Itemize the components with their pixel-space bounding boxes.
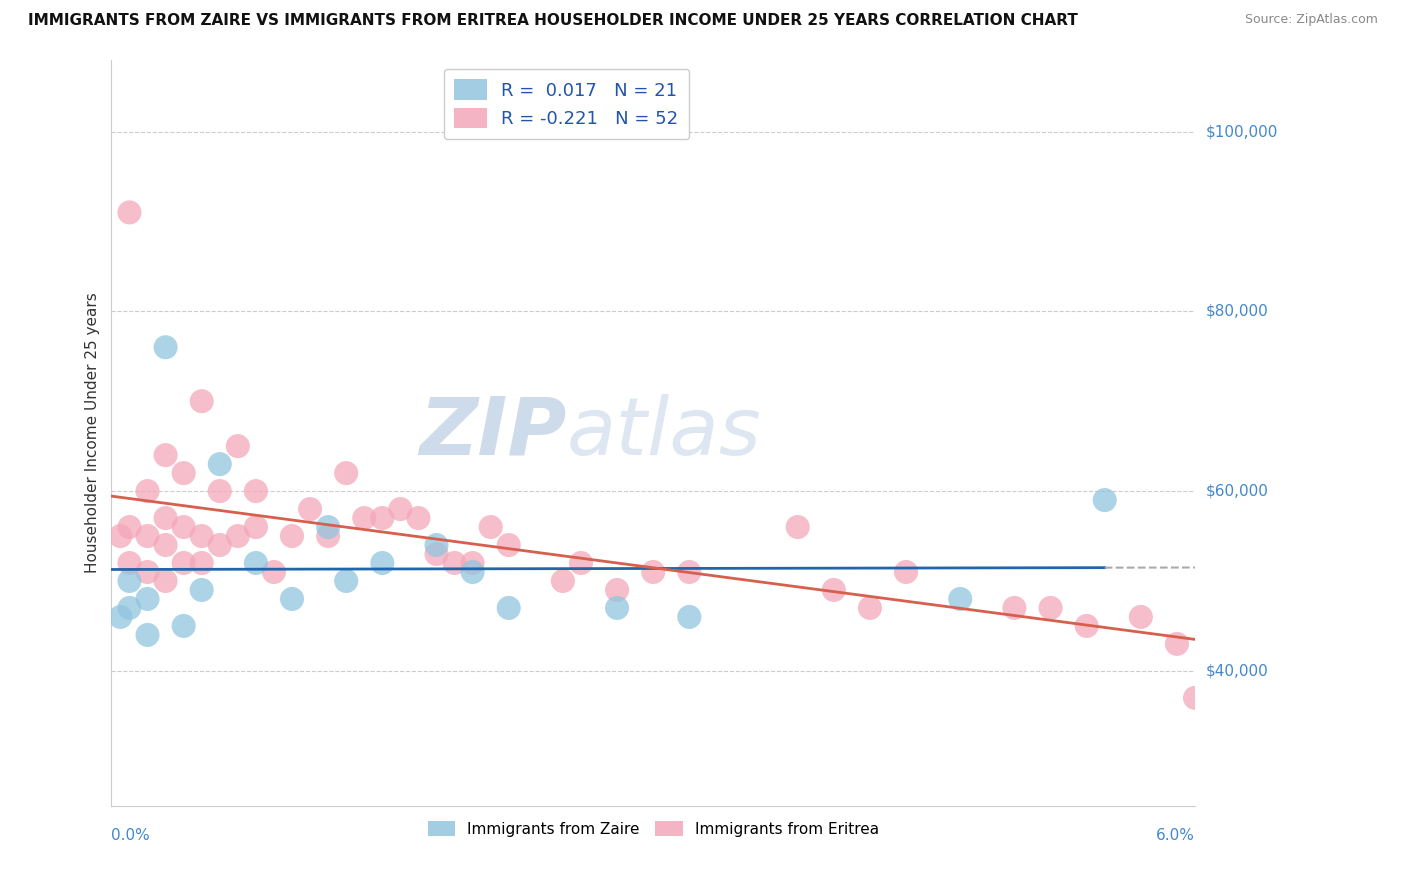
Point [316,520,339,534]
Point [678,610,700,624]
Point [118,520,141,534]
Point [949,591,972,606]
Point [335,574,357,588]
Legend: Immigrants from Zaire, Immigrants from Eritrea: Immigrants from Zaire, Immigrants from E… [422,814,884,843]
Point [190,394,212,409]
Point [281,529,304,543]
Point [1076,619,1098,633]
Text: IMMIGRANTS FROM ZAIRE VS IMMIGRANTS FROM ERITREA HOUSEHOLDER INCOME UNDER 25 YEA: IMMIGRANTS FROM ZAIRE VS IMMIGRANTS FROM… [28,13,1078,29]
Point [606,582,628,597]
Text: atlas: atlas [567,393,761,472]
Point [643,565,665,579]
Text: Source: ZipAtlas.com: Source: ZipAtlas.com [1244,13,1378,27]
Point [208,457,231,471]
Point [208,484,231,499]
Point [1184,690,1206,705]
Point [1166,637,1188,651]
Point [498,601,520,615]
Point [245,520,267,534]
Text: $60,000: $60,000 [1206,483,1270,499]
Point [1004,601,1026,615]
Point [281,591,304,606]
Point [551,574,574,588]
Point [479,520,502,534]
Point [136,591,159,606]
Point [208,538,231,552]
Point [425,547,447,561]
Y-axis label: Householder Income Under 25 years: Householder Income Under 25 years [86,293,100,573]
Point [173,520,195,534]
Point [136,628,159,642]
Text: 0.0%: 0.0% [111,828,150,843]
Point [245,484,267,499]
Point [569,556,592,570]
Point [155,340,177,354]
Point [1039,601,1062,615]
Point [155,574,177,588]
Point [461,565,484,579]
Point [786,520,808,534]
Point [389,502,412,516]
Point [173,556,195,570]
Point [335,466,357,480]
Point [118,205,141,219]
Point [823,582,845,597]
Point [155,448,177,462]
Point [110,610,132,624]
Point [136,484,159,499]
Point [894,565,917,579]
Point [136,529,159,543]
Point [678,565,700,579]
Point [110,529,132,543]
Point [443,556,465,570]
Text: $100,000: $100,000 [1206,124,1278,139]
Point [425,538,447,552]
Point [118,601,141,615]
Point [173,466,195,480]
Point [173,619,195,633]
Point [299,502,322,516]
Point [371,511,394,525]
Point [226,529,249,543]
Point [859,601,882,615]
Text: $80,000: $80,000 [1206,304,1268,318]
Point [408,511,430,525]
Point [226,439,249,453]
Point [353,511,375,525]
Point [461,556,484,570]
Text: 6.0%: 6.0% [1156,828,1195,843]
Point [118,556,141,570]
Point [1129,610,1152,624]
Point [371,556,394,570]
Point [498,538,520,552]
Point [606,601,628,615]
Text: $40,000: $40,000 [1206,664,1268,679]
Point [136,565,159,579]
Point [316,529,339,543]
Point [118,574,141,588]
Point [245,556,267,570]
Point [155,511,177,525]
Point [155,538,177,552]
Point [263,565,285,579]
Point [190,556,212,570]
Point [1094,493,1116,508]
Text: ZIP: ZIP [419,393,567,472]
Point [190,529,212,543]
Point [190,582,212,597]
